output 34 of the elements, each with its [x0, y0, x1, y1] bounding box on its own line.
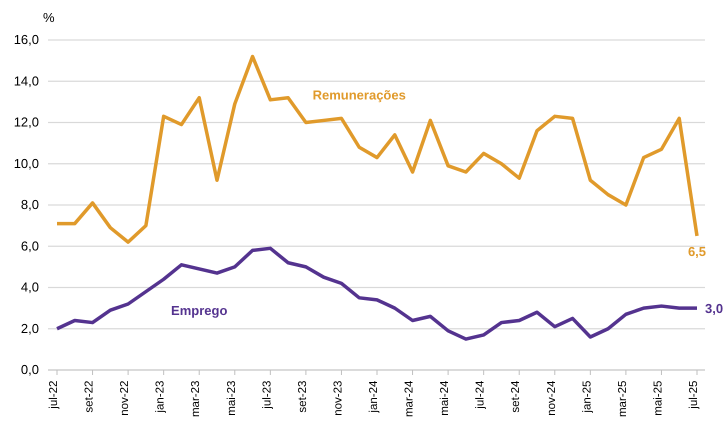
line-series: [55, 54, 699, 244]
x-tick-label: jan-23: [154, 380, 167, 414]
x-tick-label: mai-25: [652, 380, 664, 416]
y-tick-label: 2,0: [20, 320, 39, 336]
y-tick-label: 16,0: [14, 32, 39, 48]
x-tick-label: jul-24: [474, 380, 487, 410]
x-tick-label: jul-23: [261, 380, 274, 410]
x-tick-label: jan-25: [581, 380, 594, 414]
x-tick-label: mai-24: [439, 380, 452, 416]
y-tick-label: 14,0: [14, 73, 39, 88]
y-tick-label: 0,0: [20, 362, 39, 378]
series-label: Remunerações: [312, 87, 406, 102]
y-tick-label: 4,0: [20, 280, 39, 295]
x-tick-label: mar-23: [190, 380, 202, 418]
annotation: 6,5: [688, 244, 706, 259]
y-tick-label: 8,0: [20, 197, 39, 212]
x-tick-label: nov-23: [332, 380, 344, 416]
x-tick-label: mar-24: [404, 380, 416, 418]
annotation: 3,0: [705, 301, 724, 316]
y-tick-label: 10,0: [14, 156, 39, 171]
x-tick-label: jan-24: [368, 380, 380, 414]
x-tick-label: set-23: [296, 380, 309, 413]
x-tick-label: jul-22: [48, 380, 60, 410]
y-tick-label: 12,0: [14, 114, 39, 130]
x-tick-label: nov-24: [546, 380, 558, 416]
x-tick-label: mar-25: [616, 380, 629, 418]
series-label: Emprego: [171, 302, 228, 318]
x-tick-label: mai-23: [226, 380, 238, 416]
y-axis-title: %: [43, 10, 55, 25]
x-tick-label: set-24: [510, 380, 522, 413]
y-tick-label: 6,0: [20, 238, 39, 254]
x-tick-label: nov-22: [119, 380, 132, 416]
x-tick-label: jul-25: [688, 380, 700, 410]
x-tick-label: set-22: [84, 380, 96, 413]
